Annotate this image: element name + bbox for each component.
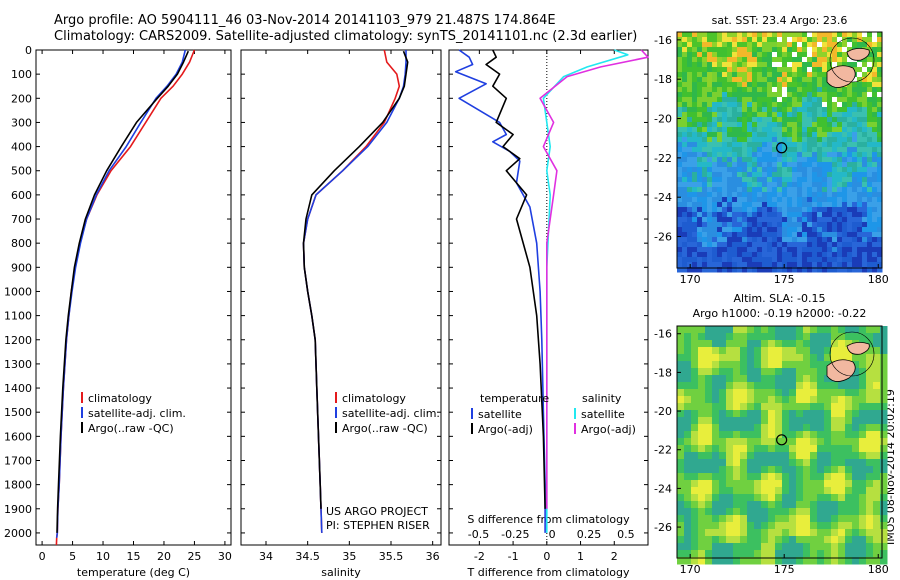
map-title-line: Altim. SLA: -0.15 — [733, 292, 825, 305]
panel-frame — [36, 50, 231, 545]
series-line-3 — [304, 51, 408, 509]
project-annotation: PI: STEPHEN RISER — [326, 519, 430, 532]
lat-tick-label: -24 — [654, 482, 672, 495]
lon-tick-label: 170 — [680, 563, 701, 576]
depth-tick-label: 900 — [11, 261, 32, 274]
panel-frame — [449, 50, 648, 545]
series-line-1 — [56, 50, 194, 545]
lat-tick-label: -22 — [654, 152, 672, 165]
legend-label: Argo(..raw -QC) — [88, 422, 174, 435]
legend-label: satellite — [478, 408, 522, 421]
depth-tick-label: 1200 — [4, 334, 32, 347]
x-tick-label: 35 — [342, 550, 356, 563]
profile-panel-2: 34 34.5 35 35.5 36 salinity climatology satelli… — [241, 50, 441, 579]
top-axis-label: S difference from climatology — [467, 513, 630, 526]
legend-label: satellite — [581, 408, 625, 421]
depth-tick-label: 1000 — [4, 285, 32, 298]
map-title-line: Argo h1000: -0.19 h2000: -0.22 — [693, 307, 867, 320]
lat-tick-label: -24 — [654, 191, 672, 204]
depth-tick-label: 600 — [11, 189, 32, 202]
depth-tick-label: 700 — [11, 213, 32, 226]
map-panel-1: -16 -18 -20 -22 -24 -26 170 175 180 sat. SST: 23.… — [654, 14, 889, 286]
lon-tick-label: 170 — [680, 273, 701, 286]
depth-tick-label: 2000 — [4, 527, 32, 540]
lat-tick-label: -16 — [654, 328, 672, 341]
legend-title-temperature: temperature — [480, 392, 549, 405]
depth-tick-label: 1300 — [4, 358, 32, 371]
legend-label: climatology — [88, 392, 152, 405]
profile-panel-3: -2 -1 0 1 2 T difference from climatology S di… — [449, 50, 648, 579]
depth-tick-label: 400 — [11, 141, 32, 154]
top-tick-label: 0 — [549, 528, 556, 541]
top-tick-label: -0.25 — [501, 528, 529, 541]
lat-tick-label: -26 — [654, 521, 672, 534]
legend-label: satellite-adj. clim. — [88, 407, 186, 420]
lat-tick-label: -18 — [654, 366, 672, 379]
lon-tick-label: 175 — [774, 273, 795, 286]
x-tick-label: 0 — [39, 550, 46, 563]
panel-frame — [241, 50, 441, 545]
x-tick-label: 1 — [577, 550, 584, 563]
lon-tick-label: 180 — [868, 563, 889, 576]
lat-tick-label: -20 — [654, 113, 672, 126]
depth-tick-label: 1400 — [4, 382, 32, 395]
depth-tick-label: 0 — [25, 44, 32, 57]
series-line-4 — [540, 50, 648, 509]
series-line-1 — [304, 50, 400, 533]
lat-tick-label: -26 — [654, 231, 672, 244]
top-tick-label: 0.25 — [577, 528, 602, 541]
project-annotation: US ARGO PROJECT — [326, 505, 428, 518]
depth-tick-label: 1500 — [4, 406, 32, 419]
lat-tick-label: -22 — [654, 444, 672, 457]
x-axis-label: T difference from climatology — [467, 566, 630, 579]
legend-label: Argo(-adj) — [581, 423, 636, 436]
profile-panel-1: 0100200300400500600700800900100011001200… — [4, 44, 232, 579]
legend-label: Argo(..raw -QC) — [342, 422, 428, 435]
map-panel-2: -16 -18 -20 -22 -24 -26 170 175 180 Altim. SLA: -… — [654, 292, 889, 576]
depth-tick-label: 200 — [11, 92, 32, 105]
depth-tick-label: 100 — [11, 68, 32, 81]
depth-tick-label: 800 — [11, 237, 32, 250]
depth-tick-label: 300 — [11, 116, 32, 129]
legend-label: climatology — [342, 392, 406, 405]
lat-tick-label: -16 — [654, 34, 672, 47]
depth-tick-label: 1100 — [4, 310, 32, 323]
legend-title-salinity: salinity — [582, 392, 622, 405]
series-line-3 — [57, 51, 188, 533]
x-tick-label: -2 — [474, 550, 485, 563]
x-tick-label: 5 — [69, 550, 76, 563]
top-tick-label: 0.5 — [617, 528, 635, 541]
depth-tick-label: 1900 — [4, 503, 32, 516]
x-tick-label: 25 — [187, 550, 201, 563]
map-title: sat. SST: 23.4 Argo: 23.6 — [712, 14, 848, 27]
x-tick-label: 30 — [218, 550, 232, 563]
x-tick-label: 20 — [157, 550, 171, 563]
x-axis-label: temperature (deg C) — [77, 566, 190, 579]
depth-tick-label: 1700 — [4, 454, 32, 467]
x-axis-label: salinity — [321, 566, 361, 579]
x-tick-label: 36 — [426, 550, 440, 563]
x-tick-label: 10 — [96, 550, 110, 563]
depth-tick-label: 1800 — [4, 479, 32, 492]
x-tick-label: 2 — [611, 550, 618, 563]
x-tick-label: 0 — [543, 550, 550, 563]
series-line-2 — [57, 50, 186, 538]
lat-tick-label: -18 — [654, 73, 672, 86]
top-tick-label: -0.5 — [468, 528, 489, 541]
lon-tick-label: 175 — [774, 563, 795, 576]
lon-tick-label: 180 — [868, 273, 889, 286]
legend-label: satellite-adj. clim. — [342, 407, 440, 420]
x-tick-label: 34 — [259, 550, 273, 563]
series-line-3 — [543, 50, 627, 533]
legend-label: Argo(-adj) — [478, 423, 533, 436]
x-tick-label: 35.5 — [379, 550, 404, 563]
series-line-1 — [456, 50, 545, 533]
x-tick-label: 34.5 — [295, 550, 320, 563]
x-tick-label: 15 — [127, 550, 141, 563]
x-tick-label: -1 — [508, 550, 519, 563]
depth-tick-label: 500 — [11, 165, 32, 178]
lat-tick-label: -20 — [654, 405, 672, 418]
depth-tick-label: 1600 — [4, 430, 32, 443]
